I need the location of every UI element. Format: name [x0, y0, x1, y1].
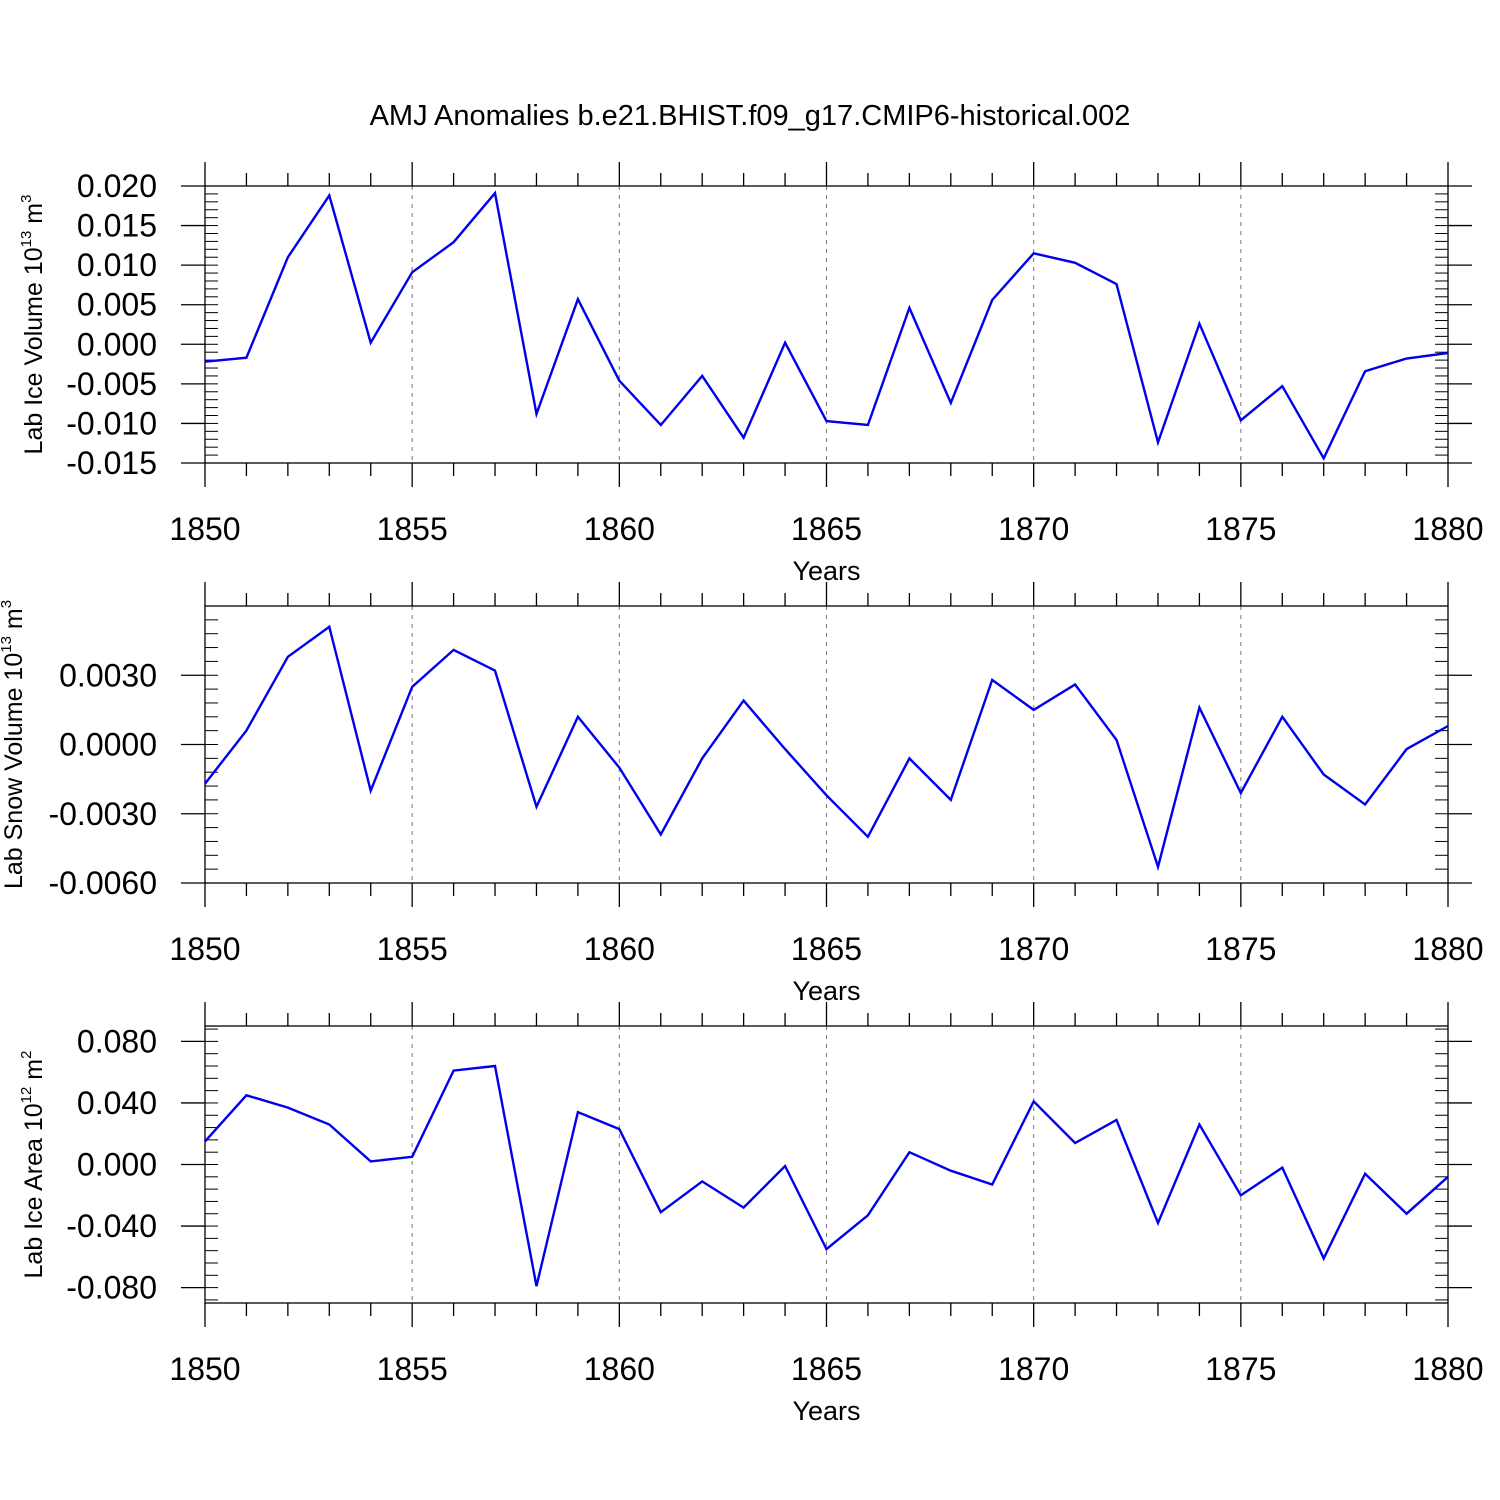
x-tick-label: 1850 — [169, 1351, 240, 1387]
y-tick-label: 0.040 — [77, 1085, 157, 1121]
x-tick-label: 1875 — [1205, 511, 1276, 547]
x-tick-label: 1855 — [377, 511, 448, 547]
figure-title: AMJ Anomalies b.e21.BHIST.f09_g17.CMIP6-… — [370, 100, 1131, 132]
x-axis-label: Years — [792, 556, 860, 586]
y-tick-label: -0.015 — [66, 445, 157, 481]
x-tick-label: 1850 — [169, 931, 240, 967]
y-axis-label: Lab Ice Area 1012 m2 — [18, 1051, 48, 1279]
x-tick-label: 1865 — [791, 1351, 862, 1387]
y-tick-label: -0.040 — [66, 1208, 157, 1244]
x-tick-label: 1880 — [1412, 931, 1483, 967]
y-tick-label: 0.015 — [77, 208, 157, 244]
y-tick-label: -0.005 — [66, 366, 157, 402]
x-tick-label: 1875 — [1205, 931, 1276, 967]
y-tick-label: 0.000 — [77, 1147, 157, 1183]
y-tick-label: 0.0030 — [59, 657, 157, 693]
x-tick-label: 1870 — [998, 511, 1069, 547]
x-tick-label: 1860 — [584, 511, 655, 547]
y-axis-label: Lab Snow Volume 1013 m3 — [0, 600, 28, 889]
x-tick-label: 1855 — [377, 931, 448, 967]
x-tick-label: 1855 — [377, 1351, 448, 1387]
x-tick-label: 1860 — [584, 1351, 655, 1387]
x-axis-label: Years — [792, 976, 860, 1006]
y-tick-label: 0.005 — [77, 287, 157, 323]
x-axis-label: Years — [792, 1396, 860, 1426]
y-tick-label: 0.010 — [77, 247, 157, 283]
y-tick-label: 0.0000 — [59, 727, 157, 763]
x-tick-label: 1850 — [169, 511, 240, 547]
y-tick-label: 0.080 — [77, 1023, 157, 1059]
x-tick-label: 1880 — [1412, 1351, 1483, 1387]
x-tick-label: 1865 — [791, 931, 862, 967]
x-tick-label: 1870 — [998, 931, 1069, 967]
panel-3: -0.080 -0.040 0.000 0.040 0.080 1850 1855 1860 1… — [18, 1002, 1484, 1426]
x-tick-label: 1865 — [791, 511, 862, 547]
x-tick-label: 1860 — [584, 931, 655, 967]
y-tick-label: -0.0030 — [48, 796, 157, 832]
panel-2: -0.0060 -0.0030 0.0000 0.0030 1850 1855 1860 18… — [0, 582, 1484, 1006]
x-tick-label: 1875 — [1205, 1351, 1276, 1387]
x-tick-label: 1880 — [1412, 511, 1483, 547]
y-tick-label: -0.0060 — [48, 865, 157, 901]
y-tick-label: 0.000 — [77, 326, 157, 362]
y-axis-label: Lab Ice Volume 1013 m3 — [18, 195, 48, 455]
y-tick-label: 0.020 — [77, 168, 157, 204]
x-tick-label: 1870 — [998, 1351, 1069, 1387]
y-tick-label: -0.010 — [66, 405, 157, 441]
y-tick-label: -0.080 — [66, 1270, 157, 1306]
